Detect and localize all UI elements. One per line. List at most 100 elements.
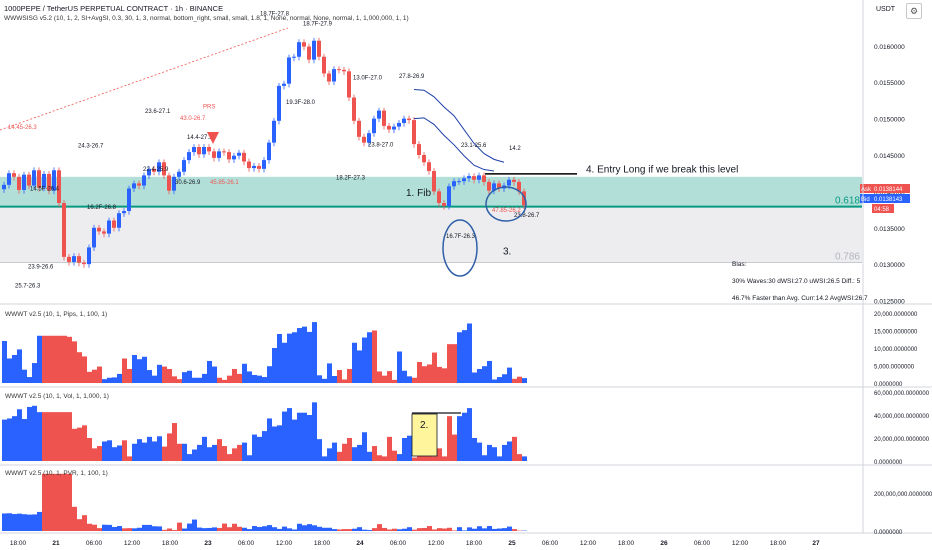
volume-bar: [87, 523, 92, 531]
candle-body: [172, 176, 176, 191]
swing-label: 18.7F-27.9: [303, 21, 333, 27]
volume-bar: [467, 408, 472, 461]
gear-icon[interactable]: ⚙: [906, 3, 922, 19]
candle-body: [122, 211, 126, 214]
volume-bar: [67, 473, 72, 531]
swing-label: 18.7F-27.8: [260, 11, 290, 17]
candle-body: [192, 146, 196, 153]
volume-bar: [137, 439, 142, 461]
price-tick: 0.0155000: [874, 80, 905, 87]
pane-tick: 20,000.0000000: [874, 312, 918, 318]
volume-bar: [37, 412, 42, 461]
volume-bar: [302, 326, 307, 383]
candle-body: [342, 69, 346, 72]
volume-bar: [17, 409, 22, 461]
candle-body: [97, 227, 101, 232]
volume-bar: [487, 526, 492, 531]
volume-bar: [297, 412, 302, 461]
volume-bar: [82, 356, 87, 383]
volume-bar: [352, 447, 357, 461]
time-tick: 25: [508, 540, 516, 547]
volume-bar: [182, 528, 187, 531]
volume-bar: [207, 447, 212, 461]
candle-body: [432, 171, 436, 192]
volume-bar: [332, 376, 337, 383]
price-tick: 0.0160000: [874, 44, 905, 51]
volume-bar: [497, 528, 502, 531]
swing-label: 47.85-26.2: [492, 208, 521, 214]
volume-bar: [97, 446, 102, 461]
volume-bar: [192, 377, 197, 383]
candle-body: [497, 183, 501, 189]
swing-label: 24.3-26.7: [78, 144, 104, 150]
candle-body: [102, 231, 106, 234]
volume-bar: [62, 473, 67, 531]
volume-bar: [187, 370, 192, 383]
candle-body: [92, 227, 96, 248]
volume-bar: [67, 336, 72, 383]
volume-bar: [77, 352, 82, 383]
bias-title: Bias:: [732, 261, 747, 268]
candle-body: [457, 181, 461, 183]
quote-tag-label-bg: [860, 194, 872, 203]
lower-band: [413, 117, 495, 172]
volume-bar: [82, 425, 87, 461]
volume-bar: [2, 341, 7, 383]
volume-bar: [227, 454, 232, 461]
volume-bar: [377, 371, 382, 383]
volume-bar: [387, 436, 392, 461]
volume-bar: [152, 441, 157, 461]
candle-body: [402, 118, 406, 123]
volume-bar: [192, 519, 197, 531]
swing-label: 16.7F-26.3: [446, 234, 476, 240]
candle-body: [482, 175, 486, 182]
time-tick: 18:00: [770, 540, 787, 547]
volume-bar: [447, 416, 452, 461]
candle-body: [307, 46, 311, 60]
fib-zone: [0, 206, 862, 263]
volume-bar: [52, 335, 57, 383]
candle-body: [137, 183, 141, 186]
volume-bar: [392, 450, 397, 461]
volume-bar: [367, 530, 372, 531]
volume-bar: [462, 330, 467, 383]
swing-label: 14.4-27.1: [187, 135, 213, 141]
volume-bar: [147, 436, 152, 461]
candle-body: [182, 160, 186, 172]
volume-bar: [277, 528, 282, 531]
volume-bar: [302, 525, 307, 531]
candle-body: [262, 160, 266, 169]
candle-body: [252, 165, 256, 169]
annotation-circle: [485, 186, 527, 222]
volume-bar: [92, 448, 97, 461]
candle-body: [397, 122, 401, 127]
bias-panel: Bias: 30% Waves:30 dWSI:27.0 uWSI:26.5 D…: [732, 256, 868, 307]
time-tick: 18:00: [618, 540, 635, 547]
volume-bar: [332, 529, 337, 531]
pane-tick: 15,000.0000000: [874, 330, 918, 336]
pane-label-pvr: WWWT v2.5 (10, 1, PVR, 1, 100, 1): [5, 470, 108, 477]
volume-bar: [147, 370, 152, 383]
volume-bar: [242, 363, 247, 383]
pane-tick: 20,000,000.0000000: [874, 437, 930, 443]
volume-bar: [387, 371, 392, 383]
candle-body: [17, 176, 21, 190]
volume-bar: [417, 362, 422, 383]
volume-bar: [427, 364, 432, 383]
candle-body: [77, 256, 81, 263]
volume-bar: [347, 369, 352, 383]
volume-bar: [287, 408, 292, 461]
volume-bar: [7, 418, 12, 461]
volume-bar: [312, 525, 317, 531]
volume-bar: [27, 514, 32, 531]
volume-bar: [412, 377, 417, 383]
volume-bar: [42, 412, 47, 461]
volume-bar: [352, 342, 357, 383]
volume-bar: [357, 444, 362, 461]
volume-bar: [257, 526, 262, 531]
candle-body: [352, 97, 356, 121]
volume-bar: [462, 530, 467, 531]
volume-bar: [102, 524, 107, 531]
volume-bar: [482, 366, 487, 383]
